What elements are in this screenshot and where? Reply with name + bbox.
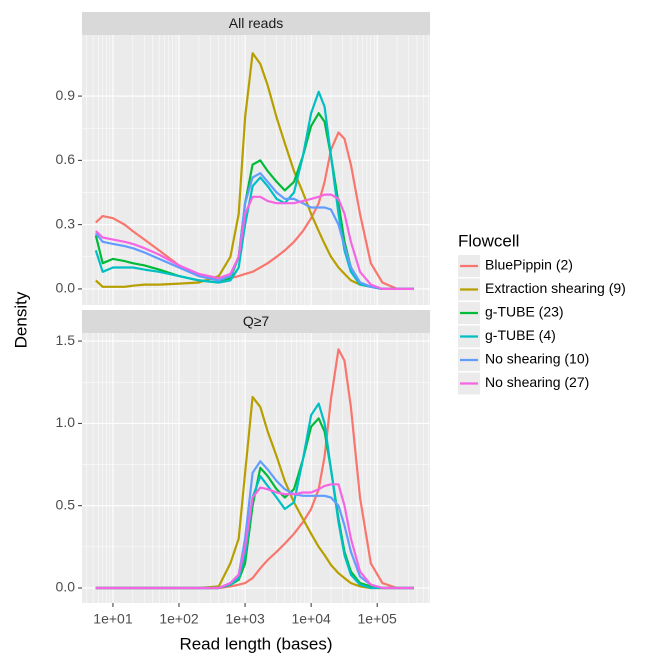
legend-label: g-TUBE (4): [485, 327, 556, 343]
legend-label: BluePippin (2): [485, 257, 573, 273]
y-tick-label: 0.0: [56, 579, 76, 595]
x-tick-label: 1e+04: [291, 611, 331, 627]
y-tick-label: 1.5: [56, 332, 76, 348]
x-tick-label: 1e+01: [93, 611, 133, 627]
legend-label: No shearing (10): [485, 351, 589, 367]
x-tick-label: 1e+02: [159, 611, 199, 627]
y-tick-label: 0.0: [56, 280, 76, 296]
density-line: [95, 131, 414, 290]
density-line: [94, 172, 414, 290]
x-axis-title: Read length (bases): [179, 634, 332, 653]
y-tick-label: 0.6: [56, 151, 76, 167]
x-tick-label: 1e+03: [225, 611, 265, 627]
density-line: [95, 483, 414, 590]
strip: [82, 310, 430, 333]
strip-title: All reads: [229, 15, 283, 31]
y-tick-label: 0.5: [56, 496, 76, 512]
legend-label: g-TUBE (23): [485, 304, 564, 320]
y-axis-title: Density: [11, 291, 30, 348]
y-tick-label: 0.3: [56, 215, 76, 231]
panel-background: [82, 35, 430, 305]
density-line: [94, 90, 414, 290]
strip: [82, 12, 430, 35]
legend-label: No shearing (27): [485, 374, 589, 390]
legend-label: Extraction shearing (9): [485, 280, 626, 296]
legend-title: Flowcell: [458, 231, 519, 250]
strip-title: Q≥7: [243, 313, 270, 329]
y-tick-label: 1.0: [56, 414, 76, 430]
density-line: [95, 52, 414, 290]
y-tick-label: 0.9: [56, 87, 76, 103]
x-tick-label: 1e+05: [358, 611, 398, 627]
density-line: [95, 193, 414, 290]
